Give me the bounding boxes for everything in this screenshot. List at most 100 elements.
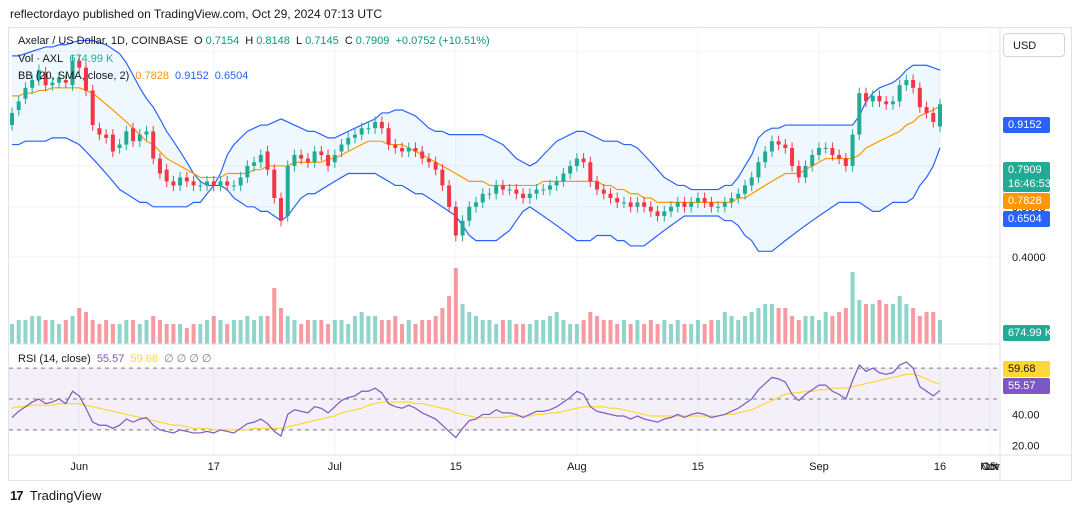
- candle-body: [830, 147, 835, 155]
- candle-body: [608, 193, 613, 199]
- volume-bar: [164, 324, 169, 344]
- volume-bar: [225, 324, 230, 344]
- volume-bar: [702, 324, 707, 344]
- candle-body: [904, 80, 909, 86]
- candle-body: [406, 147, 411, 152]
- volume-bar: [561, 320, 566, 344]
- volume-bar: [366, 316, 371, 344]
- candle-body: [453, 206, 458, 236]
- tradingview-brand[interactable]: 17 TradingView: [10, 488, 101, 503]
- volume-bar: [615, 324, 620, 344]
- volume-bar: [621, 320, 626, 344]
- volume-bar: [487, 320, 492, 344]
- countdown: 16:46:53: [1008, 178, 1051, 190]
- candle-body: [426, 158, 431, 163]
- volume-bar: [218, 320, 223, 344]
- candle-body: [931, 112, 936, 122]
- candle-body: [77, 60, 82, 68]
- price-tick-label: 0.4000: [1012, 252, 1046, 264]
- candle-body: [487, 193, 492, 195]
- candle-body: [104, 134, 109, 138]
- volume-bar: [736, 320, 741, 344]
- volume-bar: [507, 320, 512, 344]
- candle-body: [366, 128, 371, 130]
- rsi-line: [11, 361, 941, 439]
- volume-bar: [783, 308, 788, 344]
- candle-body: [729, 198, 734, 203]
- volume-legend: Vol · AXL 674.99 K: [18, 53, 116, 65]
- candle-body: [110, 134, 115, 152]
- candle-body: [191, 181, 196, 186]
- volume-bar: [440, 308, 445, 344]
- volume-bar: [669, 324, 674, 344]
- volume-bar: [447, 296, 452, 344]
- volume-bar: [252, 320, 257, 344]
- candle-body: [43, 72, 48, 86]
- bb-basis-line: [12, 87, 941, 203]
- candle-body: [460, 220, 465, 236]
- volume-bar: [722, 312, 727, 344]
- volume-bar: [890, 304, 895, 344]
- volume-bar: [104, 320, 109, 344]
- candle-body: [400, 147, 405, 152]
- low-label: L: [295, 35, 303, 47]
- volume-bar: [43, 320, 48, 344]
- candle-body: [272, 169, 277, 199]
- currency-button[interactable]: USD: [1003, 33, 1065, 57]
- volume-bar: [682, 324, 687, 344]
- volume-bar: [50, 320, 55, 344]
- volume-bar: [917, 316, 922, 344]
- volume-bar: [379, 320, 384, 344]
- volume-bar: [352, 316, 357, 344]
- volume-bar: [595, 316, 600, 344]
- volume-bar: [776, 308, 781, 344]
- volume-bar: [642, 324, 647, 344]
- candle-body: [554, 181, 559, 186]
- candle-body: [850, 134, 855, 166]
- volume-bar: [816, 320, 821, 344]
- volume-bar: [151, 316, 156, 344]
- candle-body: [588, 162, 593, 182]
- candle-body: [124, 131, 129, 145]
- volume-bar: [541, 320, 546, 344]
- candle-body: [16, 101, 21, 110]
- volume-bar: [23, 320, 28, 344]
- volume-bar: [77, 308, 82, 344]
- volume-bar: [648, 320, 653, 344]
- volume-bar: [554, 312, 559, 344]
- candle-body: [305, 158, 310, 163]
- symbol-label[interactable]: Axelar / US Dollar, 1D, COINBASE: [18, 35, 188, 47]
- bb-label[interactable]: BB (20, SMA, close, 2): [18, 70, 130, 82]
- volume-bar: [574, 324, 579, 344]
- candle-body: [36, 70, 41, 81]
- candle-body: [57, 77, 62, 83]
- candle-body: [332, 154, 337, 163]
- bb-legend: BB (20, SMA, close, 2) 0.7828 0.9152 0.6…: [18, 70, 251, 82]
- rsi-tick-label: 40.00: [1012, 409, 1040, 421]
- time-tick-label: 15: [692, 461, 704, 473]
- volume-bar: [473, 316, 479, 344]
- rsi-label[interactable]: RSI (14, close): [18, 353, 91, 365]
- candle-body: [386, 128, 391, 145]
- volume-bar: [265, 316, 270, 344]
- volume-bar: [924, 312, 929, 344]
- candle-body: [9, 112, 15, 126]
- candle-body: [198, 185, 203, 187]
- candle-body: [709, 202, 714, 207]
- candle-body: [621, 202, 626, 204]
- volume-bar: [63, 320, 68, 344]
- volume-bar: [581, 320, 586, 344]
- volume-label[interactable]: Vol · AXL: [18, 53, 64, 65]
- volume-bar: [480, 320, 485, 344]
- volume-bar: [884, 304, 889, 344]
- volume-bar: [157, 320, 162, 344]
- volume-bar: [810, 316, 815, 344]
- high-label: H: [245, 35, 254, 47]
- volume-bar: [245, 316, 250, 344]
- bb-fill: [12, 40, 940, 252]
- chart-frame: [8, 27, 1072, 481]
- candle-body: [238, 177, 243, 186]
- rsi-ma-badge: 59.68: [1003, 361, 1050, 377]
- high-value: 0.8148: [256, 35, 290, 47]
